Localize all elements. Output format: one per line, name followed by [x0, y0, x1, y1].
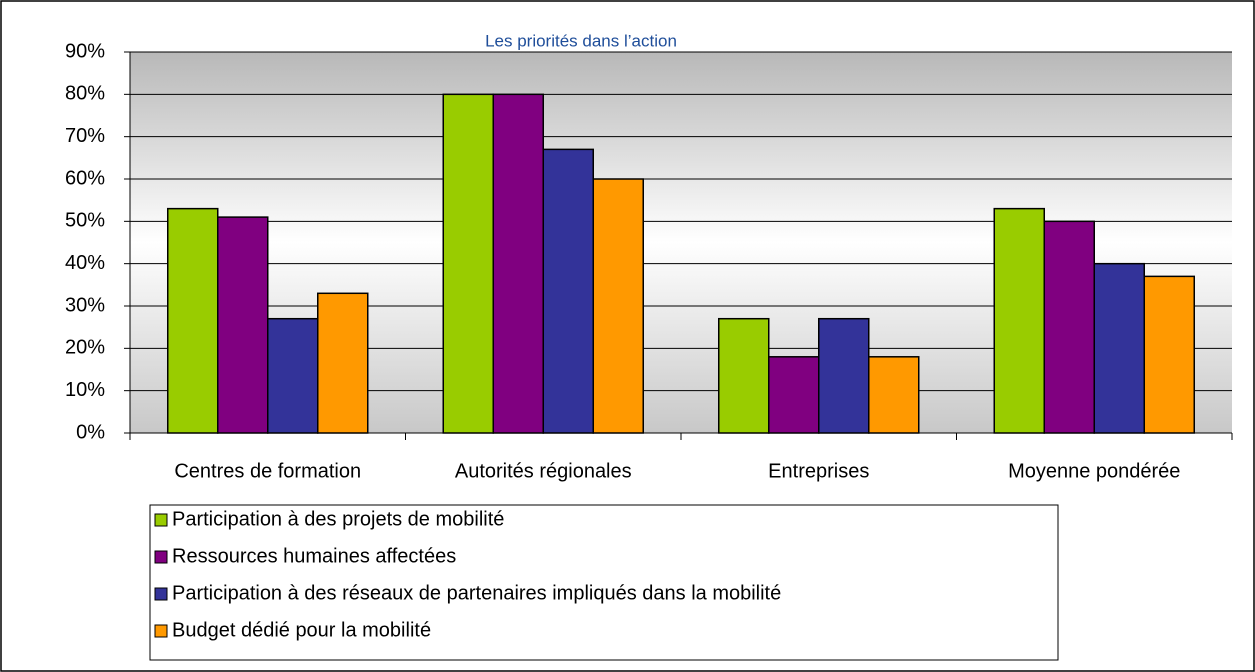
x-tick-label: Autorités régionales — [455, 460, 632, 482]
bar — [267, 317, 319, 434]
legend-label: Ressources humaines affectées — [172, 545, 456, 567]
y-tick-label: 70% — [65, 125, 105, 147]
legend-swatch — [154, 550, 168, 564]
y-tick-label: 90% — [65, 40, 105, 62]
bar — [317, 292, 369, 434]
y-tick-label: 80% — [65, 83, 105, 105]
x-tick-label: Entreprises — [768, 460, 869, 482]
legend-swatch — [154, 513, 168, 527]
bar — [542, 148, 594, 434]
bar — [718, 317, 770, 434]
bar — [442, 93, 494, 434]
x-tick-label: Moyenne pondérée — [1008, 460, 1180, 482]
x-tick-label: Centres de formation — [174, 460, 361, 482]
bar — [868, 356, 920, 434]
y-tick-label: 0% — [76, 421, 105, 443]
bar — [492, 93, 544, 434]
bar — [768, 356, 820, 434]
bar — [167, 207, 219, 434]
y-tick-label: 10% — [65, 379, 105, 401]
bar — [993, 207, 1045, 434]
bar — [818, 317, 870, 434]
legend-box — [149, 504, 1059, 661]
bar — [592, 178, 644, 434]
legend-label: Budget dédié pour la mobilité — [172, 619, 431, 641]
y-tick-label: 50% — [65, 210, 105, 232]
y-tick-label: 30% — [65, 294, 105, 316]
legend-label: Participation à des projets de mobilité — [172, 508, 504, 530]
bar — [1093, 262, 1145, 434]
legend-swatch — [154, 624, 168, 638]
chart-title: Les priorités dans l’action — [485, 31, 677, 50]
bar — [1043, 220, 1095, 434]
y-tick-label: 60% — [65, 167, 105, 189]
legend-label: Participation à des réseaux de partenair… — [172, 582, 781, 604]
legend-swatch — [154, 587, 168, 601]
y-tick-label: 40% — [65, 252, 105, 274]
y-tick-label: 20% — [65, 337, 105, 359]
bar — [217, 216, 269, 434]
bar — [1143, 275, 1195, 434]
